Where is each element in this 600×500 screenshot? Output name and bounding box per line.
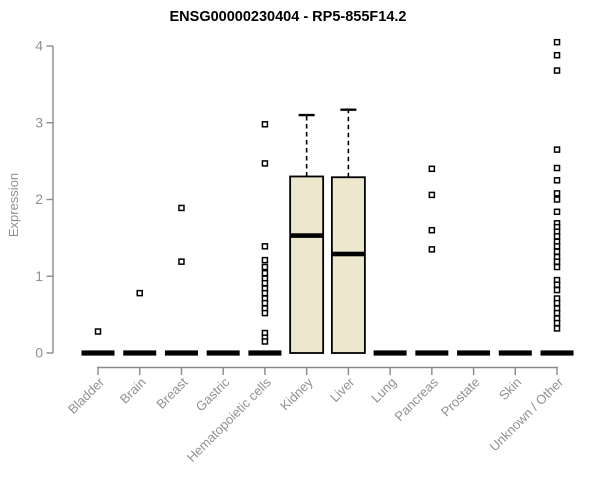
- outlier-point-hematopoietic-cells: [261, 269, 269, 277]
- outlier-point-hematopoietic-cells: [261, 289, 269, 297]
- y-tick-label: 1: [35, 268, 43, 284]
- y-tick-label: 3: [35, 114, 43, 130]
- outlier-point-unknown-other: [553, 263, 561, 271]
- outlier-point-breast: [178, 258, 185, 265]
- zero-bar-breast: [164, 350, 198, 356]
- zero-bar-skin: [498, 350, 532, 356]
- x-tick-label-liver: Liver: [327, 374, 358, 405]
- outlier-point-unknown-other: [553, 299, 561, 307]
- outlier-point-unknown-other: [553, 243, 561, 250]
- outlier-point-unknown-other: [553, 286, 561, 294]
- x-tick-label-brain: Brain: [117, 375, 149, 407]
- outlier-point-unknown-other: [553, 325, 561, 332]
- outlier-point-pancreas: [428, 246, 436, 253]
- outlier-point-hematopoietic-cells: [261, 121, 269, 128]
- x-tick-label-bladder: Bladder: [65, 374, 108, 417]
- median-line-liver: [331, 251, 365, 257]
- outlier-point-hematopoietic-cells: [261, 309, 269, 317]
- zero-bar-pancreas: [415, 350, 449, 356]
- outlier-point-pancreas: [428, 165, 436, 173]
- median-line-kidney: [290, 233, 324, 238]
- x-tick-label-prostate: Prostate: [438, 375, 483, 420]
- outlier-point-hematopoietic-cells: [261, 243, 269, 250]
- outlier-point-unknown-other: [553, 233, 561, 240]
- y-tick-label: 2: [35, 191, 43, 207]
- chart-title: ENSG00000230404 - RP5-855F14.2: [169, 9, 407, 25]
- outlier-point-hematopoietic-cells: [261, 263, 269, 271]
- x-tick-label-gastric: Gastric: [193, 374, 233, 414]
- outlier-point-unknown-other: [553, 208, 561, 216]
- x-tick-label-skin: Skin: [496, 375, 524, 403]
- outlier-point-brain: [136, 289, 143, 297]
- outlier-point-unknown-other: [553, 51, 561, 59]
- zero-bar-hematopoietic-cells: [248, 350, 282, 356]
- outlier-point-unknown-other: [553, 319, 561, 327]
- zero-bar-brain: [123, 350, 157, 356]
- y-tick-label: 4: [35, 38, 43, 54]
- outlier-point-unknown-other: [553, 67, 561, 74]
- outlier-point-hematopoietic-cells: [261, 160, 269, 167]
- x-tick-label-pancreas: Pancreas: [392, 374, 442, 424]
- zero-bar-prostate: [457, 350, 491, 356]
- outlier-point-unknown-other: [553, 177, 561, 184]
- box-liver: [330, 176, 366, 354]
- outlier-point-unknown-other: [553, 164, 561, 172]
- x-tick-label-unknown-other: Unknown / Other: [487, 374, 567, 454]
- x-tick-label-lung: Lung: [368, 375, 399, 406]
- zero-bar-unknown-other: [540, 350, 574, 356]
- outlier-point-unknown-other: [553, 281, 561, 288]
- outlier-point-pancreas: [428, 191, 436, 199]
- zero-bar-lung: [373, 350, 407, 356]
- box-kidney: [289, 175, 325, 354]
- y-tick-label: 0: [35, 345, 43, 361]
- zero-bar-gastric: [206, 350, 240, 356]
- outlier-point-unknown-other: [553, 196, 561, 203]
- outlier-point-unknown-other: [553, 309, 561, 317]
- outlier-point-hematopoietic-cells: [261, 299, 269, 307]
- outlier-point-unknown-other: [553, 38, 561, 46]
- outlier-point-unknown-other: [553, 146, 561, 153]
- x-tick-label-kidney: Kidney: [277, 374, 316, 413]
- outlier-point-hematopoietic-cells: [261, 338, 269, 345]
- zero-bar-bladder: [81, 350, 115, 356]
- outlier-point-unknown-other: [553, 258, 561, 265]
- outlier-point-pancreas: [428, 226, 436, 234]
- outlier-point-hematopoietic-cells: [261, 279, 269, 287]
- outlier-point-bladder: [94, 328, 102, 335]
- outlier-point-breast: [178, 204, 185, 212]
- outlier-point-hematopoietic-cells: [261, 256, 269, 264]
- x-tick-label-breast: Breast: [153, 374, 190, 411]
- outlier-point-unknown-other: [553, 248, 561, 255]
- outlier-point-unknown-other: [553, 190, 561, 197]
